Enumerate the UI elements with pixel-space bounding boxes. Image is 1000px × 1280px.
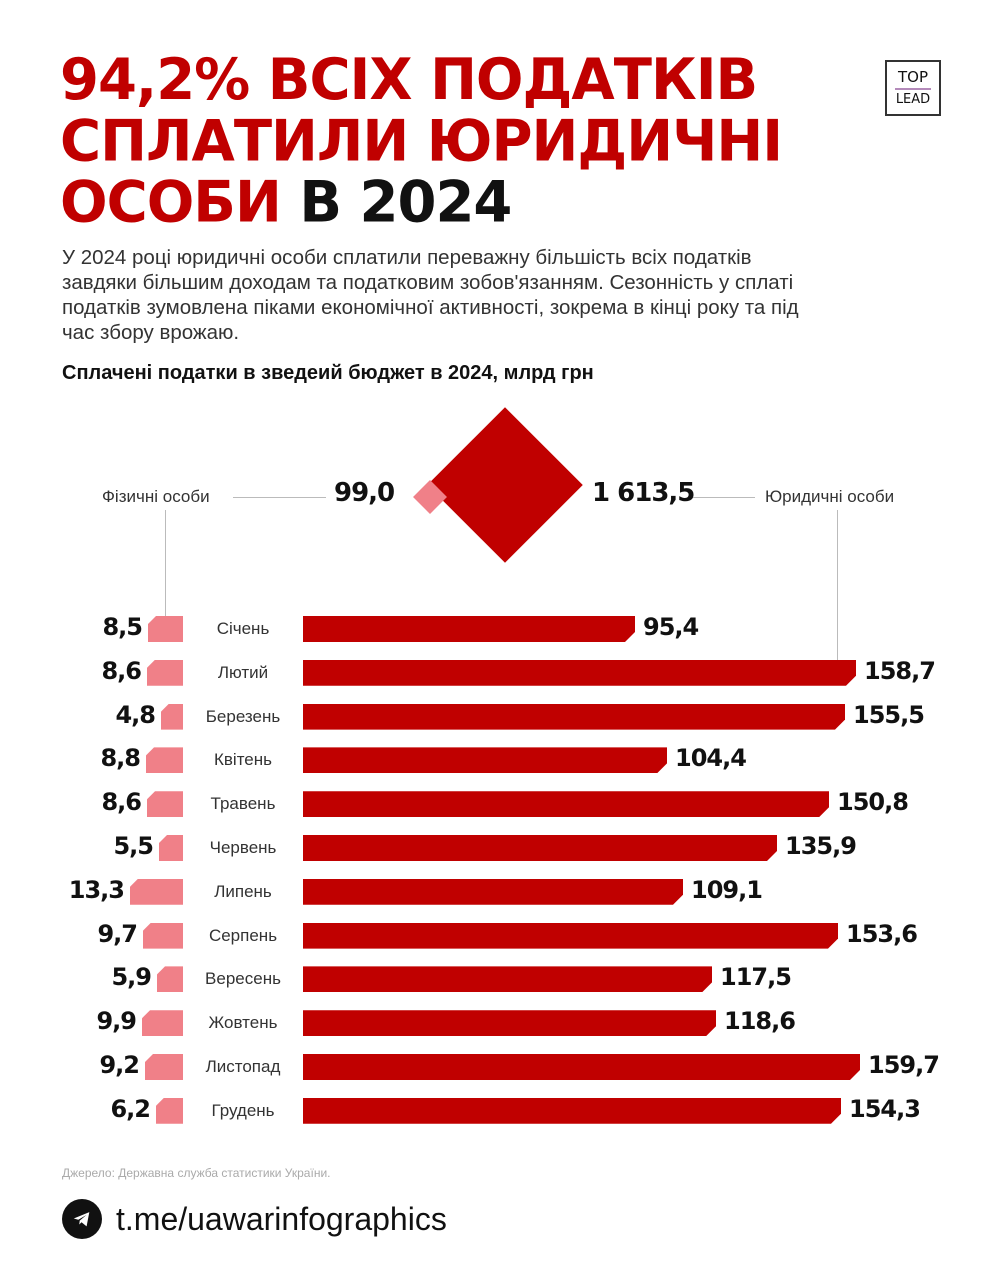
legal-bar <box>303 1054 860 1080</box>
individuals-value: 13,3 <box>68 875 125 904</box>
logo-bottom-text: LEAD <box>895 92 931 107</box>
individuals-bar <box>146 747 183 774</box>
month-label: Травень <box>210 794 276 814</box>
month-label: Вересень <box>205 969 281 989</box>
chart-row: 8,5 Січень 95,4 <box>0 613 1000 642</box>
individuals-bar <box>130 878 183 905</box>
chart-row: 9,2 Листопад 159,7 <box>0 1051 1000 1080</box>
title-line-2: СПЛАТИЛИ ЮРИДИЧНІ <box>60 108 783 175</box>
individuals-bar <box>159 835 183 861</box>
individuals-bar <box>147 659 183 686</box>
page-title: 94,2% ВСІХ ПОДАТКІВ СПЛАТИЛИ ЮРИДИЧНІ ОС… <box>60 47 783 236</box>
chart-row: 6,2 Грудень 154,3 <box>0 1094 1000 1124</box>
individuals-bar <box>145 1054 183 1080</box>
month-label: Липень <box>214 881 272 901</box>
legal-value: 155,5 <box>853 700 925 729</box>
legal-bar <box>303 791 829 817</box>
legal-label: Юридичні особи <box>765 487 895 506</box>
chart-subtitle: Сплачені податки в зведеий бюджет в 2024… <box>62 362 594 384</box>
legal-bar <box>303 747 667 773</box>
month-label: Серпень <box>208 925 278 945</box>
individuals-bar <box>156 1097 183 1124</box>
individuals-bar <box>161 703 183 730</box>
legal-value: 109,1 <box>691 875 763 904</box>
individuals-value: 6,2 <box>110 1094 151 1123</box>
legal-bar <box>303 704 845 730</box>
chart-row: 5,5 Червень 135,9 <box>0 832 1000 861</box>
toplead-logo: TOP LEAD <box>885 60 941 116</box>
individuals-value: 8,8 <box>100 744 141 773</box>
individuals-bar <box>147 791 183 818</box>
legal-bar <box>303 923 838 949</box>
legal-value: 158,7 <box>864 656 936 685</box>
title-line-3-black: В 2024 <box>280 169 512 236</box>
month-label: Грудень <box>211 1100 275 1120</box>
month-label: Квітень <box>213 750 272 770</box>
individuals-value: 9,7 <box>97 919 138 948</box>
logo-top-text: TOP <box>897 68 928 86</box>
individuals-value: 8,6 <box>101 656 142 685</box>
legal-value: 159,7 <box>868 1051 940 1079</box>
telegram-icon <box>62 1199 102 1239</box>
legal-bar <box>303 1010 716 1036</box>
individuals-value: 9,9 <box>96 1007 137 1036</box>
month-label: Лютий <box>217 662 269 682</box>
legal-bar <box>303 660 856 686</box>
month-label: Березень <box>205 706 281 726</box>
individuals-connector <box>233 497 326 498</box>
legal-bar <box>303 616 635 642</box>
legal-value: 117,5 <box>720 963 792 992</box>
legal-connector <box>693 497 755 498</box>
telegram-url[interactable]: t.me/uawarinfographics <box>116 1200 447 1237</box>
individuals-value: 5,9 <box>111 963 152 992</box>
individuals-label: Фізичні особи <box>102 487 210 506</box>
source-note: Джерело: Державна служба статистики Укра… <box>62 1166 331 1180</box>
month-label: Жовтень <box>208 1013 278 1033</box>
chart-row: 8,6 Лютий 158,7 <box>0 656 1000 686</box>
month-label: Червень <box>209 838 277 857</box>
intro-paragraph: У 2024 році юридичні особи сплатили пере… <box>62 246 799 344</box>
month-label: Січень <box>216 619 270 638</box>
individuals-bar <box>148 616 183 642</box>
individuals-bar <box>143 922 183 949</box>
individuals-bar <box>142 1010 183 1037</box>
chart-row: 4,8 Березень 155,5 <box>0 700 1000 730</box>
title-line-3: ОСОБИ В 2024 <box>60 169 782 236</box>
legal-bar <box>303 835 777 861</box>
legal-bar <box>303 966 712 992</box>
legal-total: 1 613,5 <box>592 478 695 508</box>
legal-value: 153,6 <box>846 919 918 948</box>
logo-divider <box>895 88 931 90</box>
individuals-total: 99,0 <box>334 478 395 508</box>
individuals-value: 8,6 <box>101 788 142 817</box>
title-line-1: 94,2% ВСІХ ПОДАТКІВ <box>60 47 758 114</box>
legal-value: 135,9 <box>785 832 857 860</box>
legal-vertical-connector <box>837 510 838 660</box>
legal-total-diamond <box>427 407 583 563</box>
individuals-value: 5,5 <box>113 832 154 860</box>
telegram-link[interactable]: t.me/uawarinfographics <box>62 1199 447 1239</box>
chart-row: 9,9 Жовтень 118,6 <box>0 1007 1000 1037</box>
legal-value: 118,6 <box>724 1007 796 1036</box>
chart-row: 8,8 Квітень 104,4 <box>0 744 1000 774</box>
legal-value: 150,8 <box>837 788 909 817</box>
legal-value: 154,3 <box>849 1094 921 1123</box>
legal-bar <box>303 1098 841 1124</box>
individuals-bar <box>157 966 183 993</box>
legal-value: 104,4 <box>675 744 747 773</box>
chart-row: 13,3 Липень 109,1 <box>0 875 1000 905</box>
month-label: Листопад <box>205 1057 281 1076</box>
legal-bar <box>303 879 683 905</box>
title-line-3-red: ОСОБИ <box>60 169 282 236</box>
individuals-value: 9,2 <box>99 1051 140 1079</box>
chart-row: 5,9 Вересень 117,5 <box>0 963 1000 993</box>
chart-row: 9,7 Серпень 153,6 <box>0 919 1000 949</box>
individuals-vertical-connector <box>165 510 166 618</box>
individuals-value: 8,5 <box>102 613 143 641</box>
legal-value: 95,4 <box>643 613 699 641</box>
chart-row: 8,6 Травень 150,8 <box>0 788 1000 818</box>
individuals-value: 4,8 <box>115 700 156 729</box>
